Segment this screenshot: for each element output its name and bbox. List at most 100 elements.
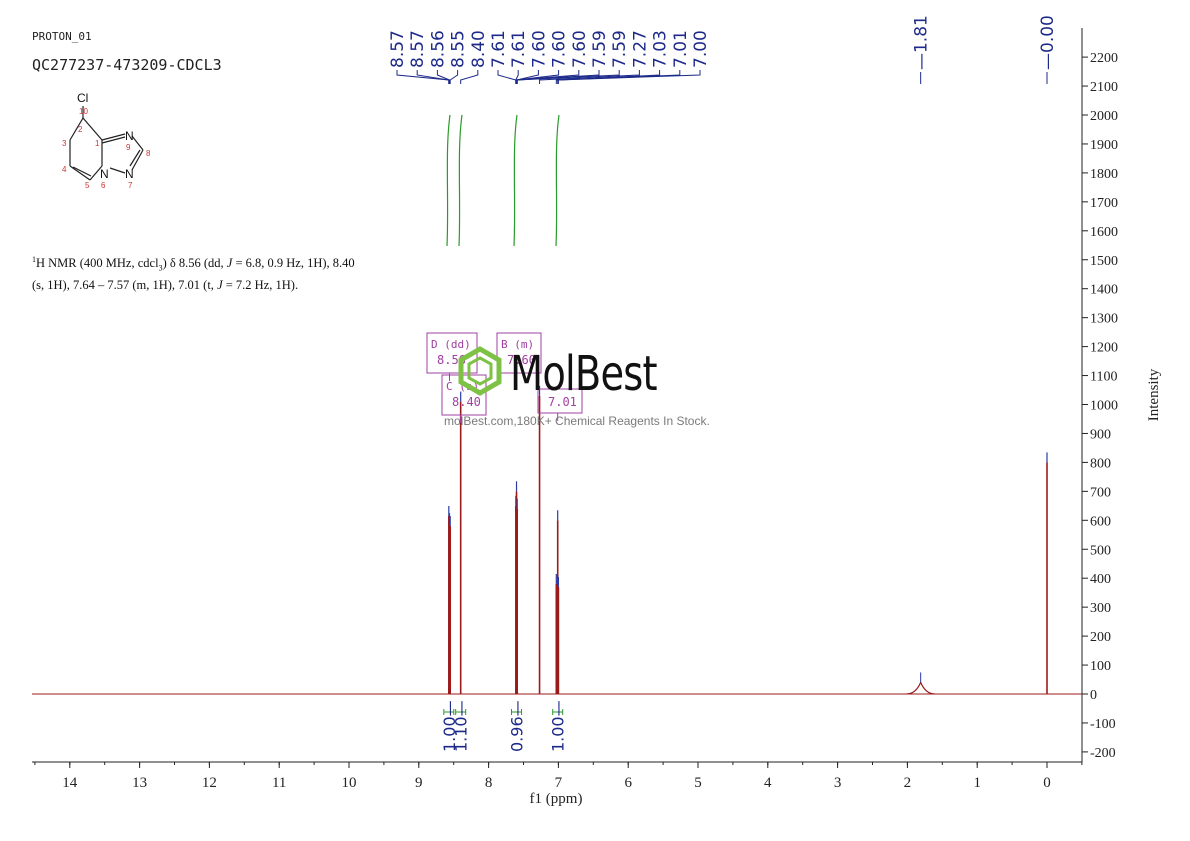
integral-value: 1.10— bbox=[452, 700, 471, 752]
x-tick-label: 5 bbox=[694, 775, 702, 791]
y-tick-label: 1100 bbox=[1090, 370, 1117, 385]
peak-label: 7.60 bbox=[570, 30, 590, 68]
peak-label: 7.00 bbox=[691, 30, 711, 68]
peak-label-connector bbox=[516, 70, 620, 84]
peak-label: 8.56 bbox=[428, 30, 448, 68]
peak-label: 7.60 bbox=[529, 30, 549, 68]
peak-label-connector bbox=[516, 70, 539, 84]
peak-label: 7.61 bbox=[509, 30, 529, 68]
multiplet-shift: 7.01 bbox=[548, 395, 577, 409]
atom-n6: N bbox=[100, 167, 109, 181]
x-tick-label: 6 bbox=[624, 775, 632, 791]
x-tick-label: 13 bbox=[132, 775, 147, 791]
y-tick-label: 800 bbox=[1090, 456, 1111, 471]
atom-num-9: 9 bbox=[126, 143, 131, 152]
x-tick-label: 1 bbox=[973, 775, 981, 791]
y-tick-label: 1700 bbox=[1090, 196, 1118, 211]
peak-label-connector bbox=[515, 70, 519, 84]
y-axis-label: Intensity bbox=[1146, 368, 1162, 421]
y-tick-label: 900 bbox=[1090, 427, 1111, 442]
peak-label: —0.00 bbox=[1038, 15, 1058, 70]
peak-label: 7.59 bbox=[590, 30, 610, 68]
multiplet-box bbox=[441, 374, 487, 416]
y-tick-label: 200 bbox=[1090, 630, 1111, 645]
x-axis-label: f1 (ppm) bbox=[530, 791, 583, 807]
y-tick-label: 1500 bbox=[1090, 254, 1118, 269]
y-tick-label: 0 bbox=[1090, 688, 1097, 703]
atom-n9: N bbox=[125, 129, 134, 143]
sample-id: PROTON_01 bbox=[32, 30, 92, 43]
y-tick-label: 1800 bbox=[1090, 167, 1118, 182]
integral-curve bbox=[458, 114, 463, 247]
atom-num-2: 2 bbox=[78, 125, 83, 134]
x-tick-label: 8 bbox=[485, 775, 493, 791]
y-tick-label: 600 bbox=[1090, 514, 1111, 529]
atom-num-5: 5 bbox=[85, 181, 90, 190]
x-tick-label: 11 bbox=[272, 775, 286, 791]
x-tick-label: 3 bbox=[834, 775, 842, 791]
peak-label-connector bbox=[416, 70, 450, 84]
multiplet-shift: 7.60 bbox=[507, 353, 536, 367]
multiplet-label: B (m) bbox=[501, 338, 534, 351]
atom-num-8: 8 bbox=[146, 149, 151, 158]
y-tick-label: 500 bbox=[1090, 543, 1111, 558]
y-tick-label: 100 bbox=[1090, 659, 1111, 674]
atom-num-10: 10 bbox=[79, 107, 88, 116]
x-tick-label: 7 bbox=[555, 775, 563, 791]
multiplet-box bbox=[496, 332, 542, 374]
peak-label-connector bbox=[497, 70, 517, 84]
y-tick-label: 1400 bbox=[1090, 283, 1118, 298]
atom-num-7: 7 bbox=[128, 181, 133, 190]
x-tick-label: 9 bbox=[415, 775, 423, 791]
peak-label: 7.27 bbox=[630, 30, 650, 68]
y-tick-label: 1300 bbox=[1090, 312, 1118, 327]
peak-label: 8.57 bbox=[408, 30, 428, 68]
integral-value: 0.96— bbox=[508, 700, 527, 752]
sample-code: QC277237-473209-CDCL3 bbox=[32, 56, 222, 74]
x-tick-label: 10 bbox=[342, 775, 357, 791]
y-tick-label: 2200 bbox=[1090, 51, 1118, 66]
integral-curve bbox=[513, 114, 518, 247]
molbest-logo: MolBest bbox=[510, 346, 658, 402]
y-tick-label: 400 bbox=[1090, 572, 1111, 587]
peak-label-connector bbox=[436, 70, 451, 84]
spectrum-peak bbox=[906, 680, 935, 695]
peak-label: —1.81 bbox=[912, 15, 932, 70]
y-tick-label: 1200 bbox=[1090, 341, 1118, 356]
peak-label: 7.60 bbox=[550, 30, 570, 68]
x-tick-label: 2 bbox=[904, 775, 912, 791]
atom-num-4: 4 bbox=[62, 165, 67, 174]
y-tick-label: 700 bbox=[1090, 485, 1111, 500]
nmr-description: 1H NMR (400 MHz, cdcl3) δ 8.56 (dd, J = … bbox=[32, 255, 355, 292]
peak-label: 7.61 bbox=[489, 30, 509, 68]
peak-label-connector bbox=[460, 70, 479, 84]
atom-num-6: 6 bbox=[101, 181, 106, 190]
y-tick-label: 1600 bbox=[1090, 225, 1118, 240]
peak-label-connector bbox=[539, 70, 640, 84]
integral-value: 1.00— bbox=[440, 700, 459, 752]
atom-n7: N bbox=[125, 167, 134, 181]
multiplet-label: D (dd) bbox=[431, 338, 471, 351]
peak-label: 8.40 bbox=[469, 30, 489, 68]
peak-label: 7.03 bbox=[651, 30, 671, 68]
y-tick-label: -200 bbox=[1090, 746, 1116, 761]
x-tick-label: 12 bbox=[202, 775, 217, 791]
watermark-url: molBest.com,180K+ Chemical Reagents In S… bbox=[444, 414, 710, 428]
y-tick-label: 2100 bbox=[1090, 80, 1118, 95]
peak-label-connector bbox=[557, 70, 701, 84]
peak-label-connector bbox=[516, 70, 580, 84]
multiplet-box bbox=[537, 388, 583, 414]
integral-curve bbox=[446, 114, 451, 247]
peak-label: 8.55 bbox=[449, 30, 469, 68]
y-tick-label: 2000 bbox=[1090, 109, 1118, 124]
atom-num-1: 1 bbox=[95, 139, 100, 148]
peak-label-connector bbox=[449, 70, 459, 84]
atom-num-3: 3 bbox=[62, 139, 67, 148]
y-tick-label: 1000 bbox=[1090, 399, 1118, 414]
logo-hexagon-icon bbox=[458, 346, 502, 396]
y-tick-label: -100 bbox=[1090, 717, 1116, 732]
integral-value: 1.00— bbox=[549, 700, 568, 752]
chemical-structure: Cl 10 2 1 3 N 9 8 4 N 6 N 5 7 bbox=[62, 91, 151, 190]
peak-label: 7.01 bbox=[671, 30, 691, 68]
